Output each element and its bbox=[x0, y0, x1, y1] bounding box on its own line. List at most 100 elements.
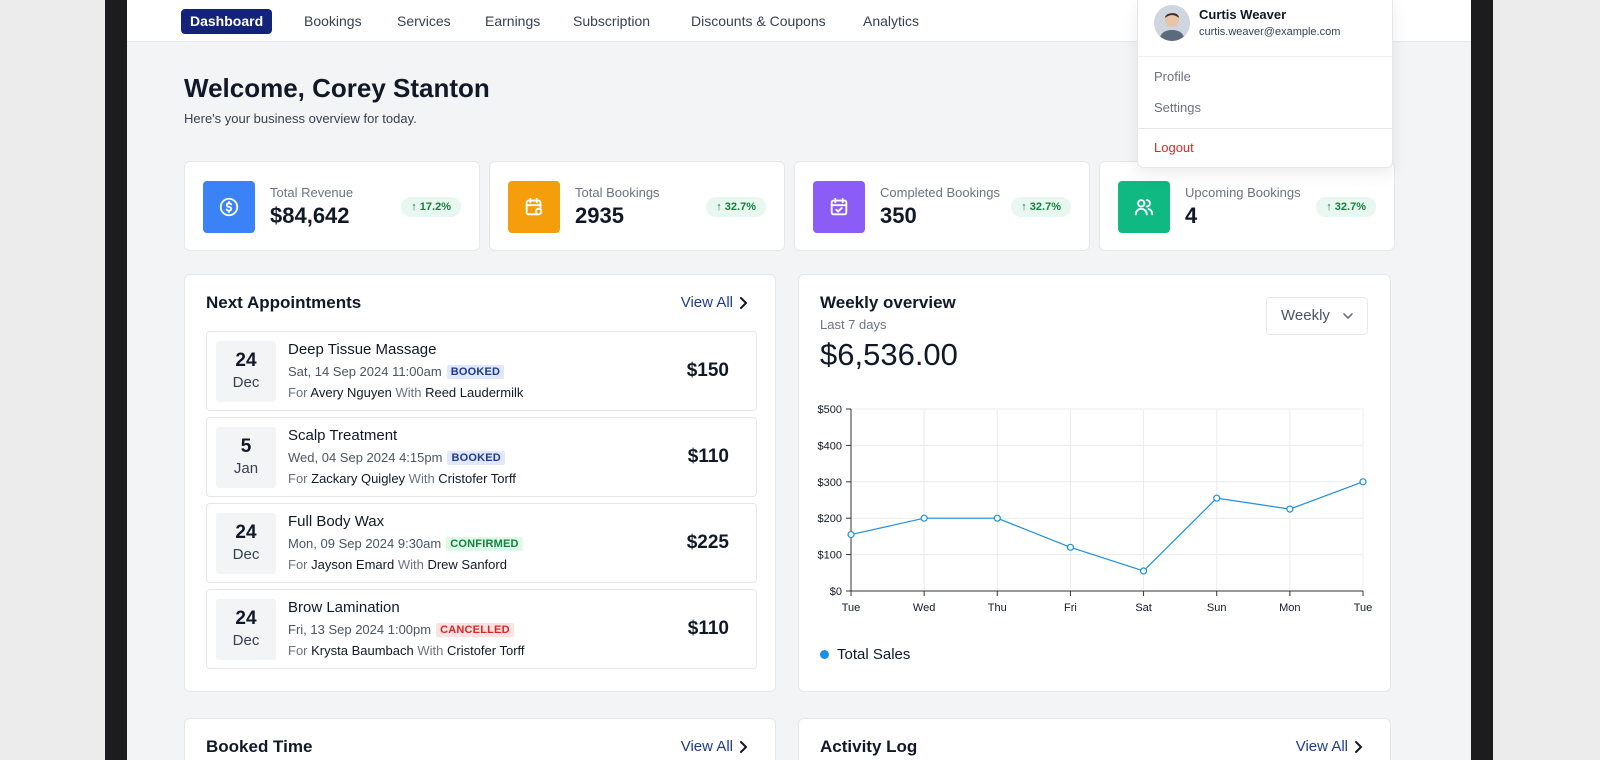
user-menu-dropdown: Curtis Weaver curtis.weaver@example.com … bbox=[1137, 0, 1393, 168]
service-name: Scalp Treatment bbox=[288, 427, 398, 444]
left-bezel bbox=[105, 0, 127, 760]
for-label: For bbox=[288, 643, 308, 658]
appointment-people: For Zackary Quigley With Cristofer Torff bbox=[288, 471, 516, 486]
date-box: 24 Dec bbox=[216, 513, 276, 574]
legend-swatch bbox=[820, 650, 829, 659]
stat-card-total-bookings: Total Bookings 2935 ↑ 32.7% bbox=[489, 161, 785, 251]
data-point bbox=[993, 514, 1001, 522]
x-tick-label: Sat bbox=[1135, 602, 1152, 614]
view-all-appointments-link[interactable]: View All bbox=[681, 294, 749, 311]
app-screen: Dashboard Bookings Services Earnings Sub… bbox=[127, 0, 1471, 760]
stat-label: Total Bookings bbox=[575, 185, 660, 200]
stat-value: 2935 bbox=[575, 203, 624, 228]
view-all-label: View All bbox=[680, 294, 733, 311]
nav-earnings[interactable]: Earnings bbox=[485, 13, 541, 29]
panel-title: Next Appointments bbox=[206, 293, 362, 312]
data-point bbox=[1139, 567, 1148, 575]
change-badge: ↑ 17.2% bbox=[401, 197, 461, 217]
appointment-price: $225 bbox=[686, 532, 729, 553]
client-name: Zackary Quigley bbox=[311, 471, 406, 486]
stat-label: Total Revenue bbox=[270, 185, 354, 200]
chevron-right-icon bbox=[740, 296, 748, 309]
panel-title: Booked Time bbox=[206, 737, 313, 756]
appointment-item[interactable]: 5 Jan Scalp Treatment Wed, 04 Sep 2024 4… bbox=[206, 417, 757, 497]
data-point bbox=[1359, 478, 1367, 486]
weekly-overview-panel: Weekly overview Last 7 days $6,536.00 We… bbox=[798, 274, 1391, 692]
panel-title: Weekly overview bbox=[820, 293, 956, 312]
status-badge: CANCELLED bbox=[436, 622, 514, 637]
x-tick-label: Tue bbox=[842, 602, 861, 614]
appointment-item[interactable]: 24 Dec Brow Lamination Fri, 13 Sep 2024 … bbox=[206, 589, 757, 669]
appointment-price: $150 bbox=[686, 360, 729, 381]
with-label: With bbox=[395, 385, 422, 400]
menu-item-logout[interactable]: Logout bbox=[1154, 140, 1194, 155]
nav-analytics[interactable]: Analytics bbox=[863, 13, 920, 29]
stat-value: 4 bbox=[1185, 203, 1198, 228]
menu-item-profile[interactable]: Profile bbox=[1154, 69, 1191, 84]
divider bbox=[1138, 56, 1392, 57]
staff-name: Cristofer Torff bbox=[438, 471, 516, 486]
date-box: 5 Jan bbox=[216, 427, 276, 488]
chevron-right-icon bbox=[1355, 740, 1363, 753]
nav-dashboard[interactable]: Dashboard bbox=[181, 9, 273, 34]
y-tick-label: $300 bbox=[818, 477, 842, 489]
stat-label: Completed Bookings bbox=[880, 185, 1000, 200]
for-label: For bbox=[288, 385, 308, 400]
change-badge: ↑ 32.7% bbox=[1316, 197, 1376, 217]
period-select[interactable]: Weekly bbox=[1266, 297, 1368, 335]
date-month: Dec bbox=[232, 546, 260, 563]
date-month: Dec bbox=[232, 374, 260, 391]
x-tick-label: Tue bbox=[1354, 602, 1373, 614]
date-month: Dec bbox=[232, 632, 260, 649]
page-title: Welcome, Corey Stanton bbox=[184, 73, 490, 103]
client-name: Krysta Baumbach bbox=[311, 643, 414, 658]
change-badge: ↑ 32.7% bbox=[1011, 197, 1071, 217]
appointment-datetime: Sat, 14 Sep 2024 11:00am bbox=[288, 364, 442, 379]
status-badge: BOOKED bbox=[447, 450, 505, 465]
appointment-time: Sat, 14 Sep 2024 11:00am BOOKED bbox=[288, 364, 505, 379]
appointment-price: $110 bbox=[687, 446, 729, 467]
data-point bbox=[847, 530, 855, 539]
appointment-item[interactable]: 24 Dec Deep Tissue Massage Sat, 14 Sep 2… bbox=[206, 331, 757, 411]
data-point bbox=[1066, 543, 1075, 551]
date-day: 24 bbox=[235, 522, 257, 543]
status-badge: CONFIRMED bbox=[446, 536, 523, 551]
appointment-time: Wed, 04 Sep 2024 4:15pm BOOKED bbox=[288, 450, 505, 465]
appointment-datetime: Fri, 13 Sep 2024 1:00pm bbox=[288, 622, 432, 637]
service-name: Brow Lamination bbox=[288, 599, 400, 616]
stat-value: 350 bbox=[880, 203, 917, 228]
with-label: With bbox=[408, 471, 435, 486]
booked-time-panel: Booked Time View All bbox=[184, 718, 776, 760]
appointment-item[interactable]: 24 Dec Full Body Wax Mon, 09 Sep 2024 9:… bbox=[206, 503, 757, 583]
data-point bbox=[1286, 505, 1294, 513]
legend-label: Total Sales bbox=[837, 646, 911, 663]
for-label: For bbox=[288, 557, 308, 572]
chevron-right-icon bbox=[740, 740, 748, 753]
nav-services[interactable]: Services bbox=[397, 13, 451, 29]
date-day: 24 bbox=[235, 608, 257, 629]
change-badge: ↑ 32.7% bbox=[706, 197, 766, 217]
client-name: Avery Nguyen bbox=[310, 385, 392, 400]
view-all-activity-log-link[interactable]: View All bbox=[1296, 738, 1364, 755]
appointment-datetime: Wed, 04 Sep 2024 4:15pm bbox=[288, 450, 443, 465]
stat-card-upcoming-bookings: Upcoming Bookings 4 ↑ 32.7% bbox=[1099, 161, 1395, 251]
appointment-people: For Jayson Emard With Drew Sanford bbox=[288, 557, 507, 572]
for-label: For bbox=[288, 471, 308, 486]
nav-discounts-coupons[interactable]: Discounts & Coupons bbox=[691, 13, 826, 29]
y-tick-label: $200 bbox=[818, 513, 842, 525]
with-label: With bbox=[417, 643, 444, 658]
nav-subscription[interactable]: Subscription bbox=[573, 13, 651, 29]
divider bbox=[1138, 128, 1392, 129]
view-all-booked-time-link[interactable]: View All bbox=[681, 738, 749, 755]
menu-item-settings[interactable]: Settings bbox=[1154, 100, 1201, 115]
staff-name: Reed Laudermilk bbox=[425, 385, 524, 400]
page-subtitle: Here's your business overview for today. bbox=[184, 111, 417, 126]
appointment-datetime: Mon, 09 Sep 2024 9:30am bbox=[288, 536, 442, 551]
avatar bbox=[1154, 5, 1190, 41]
period-subtitle: Last 7 days bbox=[820, 317, 887, 332]
x-tick-label: Wed bbox=[913, 602, 935, 614]
x-tick-label: Sun bbox=[1207, 602, 1227, 614]
nav-bookings[interactable]: Bookings bbox=[304, 13, 362, 29]
chart-legend: Total Sales bbox=[820, 646, 910, 663]
appointment-people: For Krysta Baumbach With Cristofer Torff bbox=[288, 643, 525, 658]
